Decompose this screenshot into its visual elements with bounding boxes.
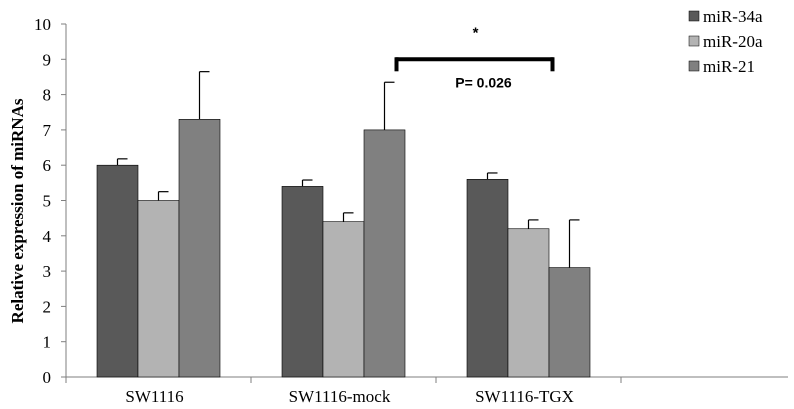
bar-mir-21 [548,267,591,378]
bar-mir-20a [507,228,550,378]
x-category-label: SW1116 [125,387,183,406]
significance-annotation: * P= 0.026 [394,24,555,90]
legend: miR-34a miR-20a miR-21 [688,7,763,76]
legend-label-mir-20a: miR-20a [703,32,763,51]
p-value-label: P= 0.026 [455,74,512,90]
y-axis-label: Relative expression of miRNAs [8,98,27,323]
bar-mir-20a [137,200,180,378]
y-tick-label: 4 [43,227,52,246]
legend-label-mir-21: miR-21 [703,57,755,76]
x-category-label: SW1116-mock [289,387,391,406]
bar-mir-20a [322,221,365,378]
bar-mir-21 [363,129,406,378]
y-tick-label: 9 [43,50,52,69]
y-tick-label: 1 [43,333,52,352]
legend-swatch-mir-34a [688,10,700,22]
y-tick-label: 8 [43,86,52,105]
bar-mir-21 [178,119,221,378]
legend-swatch-mir-21 [688,60,700,72]
y-tick-label: 10 [34,15,51,34]
y-tick-label: 5 [43,192,52,211]
significance-star: * [473,24,479,41]
y-tick-label: 7 [43,121,52,140]
axes: 0 1 2 3 4 5 6 7 8 9 10 SW1116 SW1116-mock SW1116-TGX [34,15,788,406]
x-category-label: SW1116-TGX [475,387,574,406]
legend-label-mir-34a: miR-34a [703,7,763,26]
y-tick-label: 3 [43,262,52,281]
y-tick-label: 2 [43,297,52,316]
bar-mir-34a [466,179,509,378]
legend-swatch-mir-20a [688,35,700,47]
bar-mir-34a [281,186,324,378]
y-tick-label: 0 [43,368,52,387]
error-bars [116,71,580,268]
y-tick-label: 6 [43,156,52,175]
bar-mir-34a [96,164,139,378]
bars [96,119,591,378]
